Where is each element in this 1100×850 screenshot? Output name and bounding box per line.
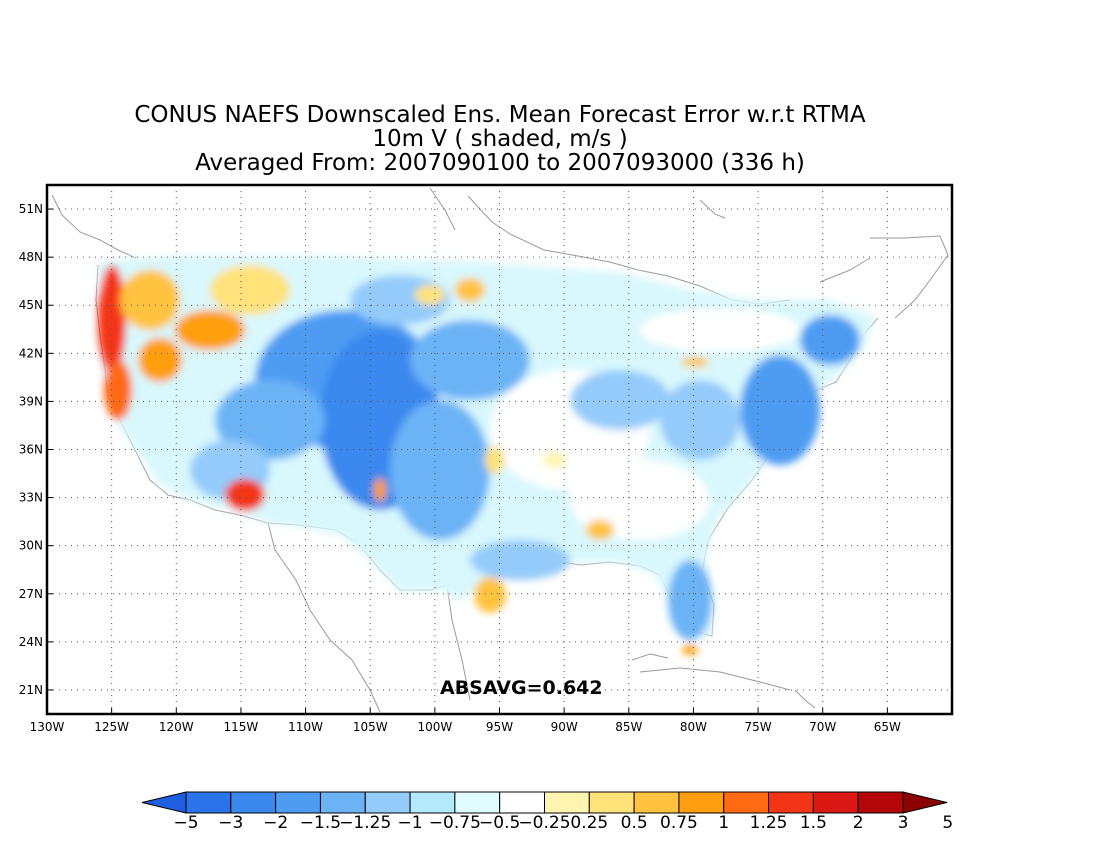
colorbar-label: −1.5 — [300, 813, 341, 833]
colorbar-swatch — [812, 791, 859, 814]
lon-tick-label: 80W — [680, 720, 707, 734]
lat-tick-label: 21N — [19, 683, 43, 697]
colorbar-label: −2 — [263, 813, 288, 833]
map-axis-ticks: 51N 48N 45N 42N 39N 36N 33N 30N 27N 24N 21N 130W 125… — [19, 202, 901, 734]
colorbar-swatch — [678, 791, 725, 814]
lat-tick-label: 51N — [19, 202, 43, 216]
lat-tick-label: 48N — [19, 250, 43, 264]
lat-tick-label: 45N — [19, 298, 43, 312]
colorbar-label: −1 — [398, 813, 423, 833]
lon-tick-label: 70W — [809, 720, 836, 734]
lon-tick-label: 65W — [874, 720, 901, 734]
colorbar: −5 −3 −2 −1.5−1.25 −1 −0.75−0.5−0.25 0.25 0.5 0.… — [141, 791, 953, 833]
colorbar-label: 0.75 — [660, 813, 698, 833]
lon-tick-label: 85W — [615, 720, 642, 734]
colorbar-label: 5 — [942, 813, 953, 833]
lat-tick-label: 42N — [19, 346, 43, 360]
lat-tick-label: 24N — [19, 635, 43, 649]
colorbar-label: −0.75 — [429, 813, 481, 833]
absavg-annotation: ABSAVG=0.642 — [440, 677, 603, 699]
colorbar-label: −0.5 — [479, 813, 520, 833]
colorbar-swatch — [185, 791, 232, 814]
lon-tick-label: 125W — [94, 720, 129, 734]
colorbar-label: 2 — [853, 813, 864, 833]
colorbar-swatch — [633, 791, 680, 814]
colorbar-swatch — [454, 791, 501, 814]
lon-tick-label: 105W — [353, 720, 388, 734]
colorbar-swatch — [275, 791, 321, 814]
colorbar-swatch — [409, 791, 456, 814]
map-gridlines — [47, 185, 952, 714]
colorbar-swatch — [230, 791, 277, 814]
lon-tick-label: 110W — [288, 720, 323, 734]
colorbar-label: 0.25 — [570, 813, 608, 833]
colorbar-swatch — [364, 791, 411, 814]
chart-title-line2: 10m V ( shaded, m/s ) — [372, 126, 628, 152]
chart-title-line1: CONUS NAEFS Downscaled Ens. Mean Forecas… — [134, 102, 866, 128]
lon-tick-label: 100W — [417, 720, 452, 734]
colorbar-label: 1.5 — [800, 813, 827, 833]
colorbar-end-low — [141, 791, 187, 814]
lon-tick-label: 120W — [159, 720, 194, 734]
colorbar-label: 3 — [898, 813, 909, 833]
lat-tick-label: 27N — [19, 587, 43, 601]
chart-title-line3: Averaged From: 2007090100 to 2007093000 … — [195, 150, 805, 176]
lon-tick-label: 75W — [745, 720, 772, 734]
colorbar-label: −1.25 — [339, 813, 391, 833]
lat-tick-label: 39N — [19, 394, 43, 408]
lat-tick-label: 30N — [19, 539, 43, 553]
colorbar-swatch — [723, 791, 770, 814]
colorbar-label: 0.5 — [621, 813, 648, 833]
colorbar-swatch — [857, 791, 904, 814]
colorbar-swatch — [588, 791, 635, 814]
colorbar-label: −3 — [218, 813, 243, 833]
lon-tick-label: 95W — [486, 720, 513, 734]
colorbar-label: −0.25 — [518, 813, 570, 833]
shaded-field — [98, 256, 875, 655]
colorbar-label: 1.25 — [750, 813, 788, 833]
lat-tick-label: 36N — [19, 443, 43, 457]
lat-tick-label: 33N — [19, 491, 43, 505]
colorbar-swatch — [319, 791, 366, 814]
lon-tick-label: 115W — [224, 720, 259, 734]
map-plot-area — [47, 185, 952, 714]
colorbar-swatch — [544, 791, 590, 814]
lon-tick-label: 90W — [551, 720, 578, 734]
colorbar-end-high — [902, 791, 948, 814]
lon-tick-label: 130W — [30, 720, 65, 734]
colorbar-swatch — [768, 791, 814, 814]
colorbar-label: 1 — [718, 813, 729, 833]
colorbar-swatch — [499, 791, 545, 814]
colorbar-label: −5 — [173, 813, 198, 833]
